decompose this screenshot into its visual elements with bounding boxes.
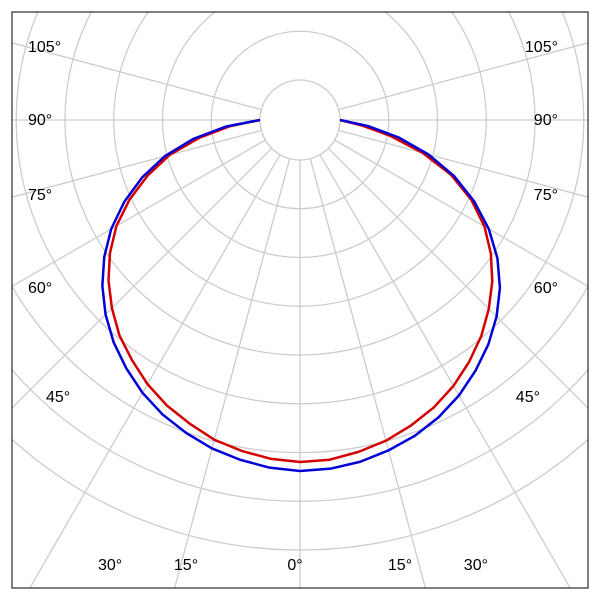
angle-label: 75° <box>534 187 558 204</box>
angle-label: 90° <box>534 112 558 129</box>
angle-label: 45° <box>46 389 70 406</box>
polar-chart-svg: 105° 90° 75° 60° 45° 30° 15° 0° 15° 30° 45° 60° 75° 9… <box>0 0 600 600</box>
angle-label: 15° <box>174 557 198 574</box>
angle-label: 75° <box>28 187 52 204</box>
angle-label: 105° <box>28 39 61 56</box>
angle-label: 105° <box>525 39 558 56</box>
angle-label: 45° <box>516 389 540 406</box>
polar-chart: 105° 90° 75° 60° 45° 30° 15° 0° 15° 30° 45° 60° 75° 9… <box>0 0 600 600</box>
angle-label: 15° <box>388 557 412 574</box>
angle-label: 30° <box>98 557 122 574</box>
angle-label: 60° <box>534 280 558 297</box>
angle-label: 30° <box>464 557 488 574</box>
angle-label: 60° <box>28 280 52 297</box>
angle-label: 0° <box>287 557 302 574</box>
angle-label: 90° <box>28 112 52 129</box>
